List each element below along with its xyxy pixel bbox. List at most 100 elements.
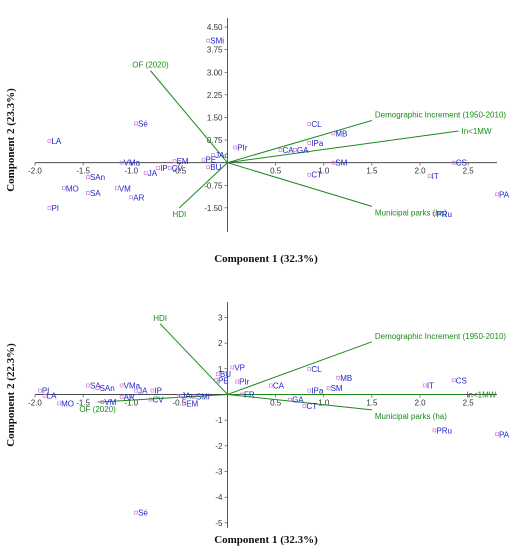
loading-vector-label: In<1MW	[462, 127, 492, 136]
data-point-label: GA	[297, 146, 309, 155]
data-point-label: PI	[42, 387, 50, 396]
data-point-marker	[240, 392, 244, 397]
loading-vector	[227, 341, 373, 395]
biplot-panel-1: -2.0 -1.5 -1.0 -0.5 0.5 1.0 1.5 2.0 2.5 4.50 3.75 3…	[5, 18, 510, 265]
data-point-marker	[216, 372, 220, 376]
y-tick-label: 2.25	[207, 91, 223, 100]
y-tick-label: -1	[215, 416, 223, 425]
y-tick-label: -0.75	[204, 181, 223, 190]
data-point-label: PE	[205, 156, 216, 165]
loading-vector-label: OF (2020)	[79, 405, 116, 414]
x-tick-label: 0.5	[270, 167, 282, 176]
data-point-label: PIr	[237, 144, 248, 153]
data-point-marker	[167, 166, 172, 170]
data-point-marker	[302, 404, 307, 408]
data-point-marker	[233, 145, 237, 150]
data-point-marker	[288, 397, 292, 402]
data-point-marker	[119, 383, 124, 388]
loading-vector-label: HDI	[153, 314, 167, 323]
data-point-label: CT	[307, 402, 318, 411]
data-point-label: JA	[148, 169, 158, 178]
biplot-panel-2: -2.0 -1.5 -1.0 -0.5 0.5 1.0 1.5 2.0 2.5 3 2 1 -1 -2 -3…	[5, 302, 510, 546]
data-point-label: EM	[177, 157, 189, 166]
data-point-label: BU	[210, 163, 221, 172]
data-point-label: PA	[499, 190, 510, 199]
y-tick-label: 3.00	[207, 68, 223, 77]
data-point-marker	[336, 375, 340, 380]
data-point-marker	[47, 206, 52, 210]
data-point-marker	[150, 388, 155, 393]
loading-vector-label: HDI	[172, 210, 186, 219]
x-tick-label: 1.5	[366, 398, 378, 407]
data-point-marker	[427, 174, 432, 179]
data-point-marker	[172, 159, 177, 163]
x-tick-label: 2.0	[414, 398, 426, 407]
loading-vector	[150, 70, 228, 163]
x-tick-label: -1.0	[124, 398, 138, 407]
data-point-label: SAn	[90, 173, 105, 182]
data-point-label: CA	[273, 381, 285, 390]
data-point-marker	[423, 383, 427, 388]
data-point-marker	[134, 121, 138, 126]
data-point-label: LA	[47, 392, 57, 401]
data-point-label: CA	[282, 146, 294, 155]
data-point-label: Sé	[138, 119, 148, 128]
y-tick-label: -2	[215, 442, 223, 451]
data-point-label: PIr	[239, 378, 250, 387]
data-point-label: SMi	[196, 393, 210, 402]
data-point-marker	[432, 428, 437, 433]
y-tick-label: -5	[215, 519, 223, 528]
data-point-marker	[47, 139, 52, 143]
data-point-label: IP	[160, 164, 168, 173]
data-point-marker	[119, 160, 124, 165]
data-point-label: JAc	[181, 392, 194, 401]
data-point-marker	[211, 153, 215, 157]
data-point-marker	[177, 393, 182, 398]
data-point-marker	[42, 393, 47, 398]
y-tick-label: 4.50	[207, 23, 223, 32]
data-point-marker	[148, 397, 153, 402]
data-point-marker	[134, 510, 138, 515]
y-axis-title: Component 2 (22.3%)	[5, 343, 17, 447]
loading-vector	[97, 393, 228, 403]
x-tick-label: -0.5	[172, 167, 186, 176]
data-point-label: SAn	[100, 384, 115, 393]
data-point-marker	[129, 195, 134, 200]
data-point-marker	[95, 386, 100, 390]
data-point-label: CV	[172, 164, 184, 173]
loading-vector-label: Demographic Increment (1950-2010)	[375, 110, 507, 119]
data-point-label: CL	[311, 365, 322, 374]
data-point-marker	[432, 212, 437, 216]
data-point-label: JA	[138, 387, 148, 396]
y-tick-label: -3	[215, 468, 223, 477]
loading-vector	[227, 130, 459, 164]
y-tick-label: 1	[218, 365, 223, 374]
x-tick-label: -1.5	[76, 398, 90, 407]
data-point-marker	[307, 141, 312, 145]
data-point-marker	[38, 388, 42, 393]
data-point-label: CV	[153, 396, 165, 405]
data-point-marker	[307, 172, 312, 177]
data-point-label: SM	[335, 159, 347, 168]
data-point-marker	[214, 378, 218, 383]
data-point-label: SM	[331, 384, 343, 393]
data-point-marker	[307, 366, 312, 371]
loading-vector-label: OF (2020)	[132, 61, 169, 70]
data-point-label: AR	[124, 393, 135, 402]
data-point-label: PA	[499, 430, 510, 439]
data-point-label: MO	[66, 184, 79, 193]
x-tick-label: -1.0	[124, 167, 138, 176]
data-point-marker	[192, 394, 196, 399]
data-point-label: PI	[51, 204, 59, 213]
data-point-marker	[495, 192, 499, 197]
x-axis-title: Component 1 (32.3%)	[214, 253, 318, 265]
x-tick-label: 1.0	[318, 398, 330, 407]
data-point-marker	[326, 386, 331, 390]
data-point-label: FR	[244, 390, 255, 399]
loading-vector-label: In<1MW	[466, 390, 496, 399]
data-point-label: Sé	[138, 509, 148, 518]
data-point-label: IPa	[311, 139, 324, 148]
data-point-label: IPa	[311, 387, 324, 396]
data-point-label: CT	[311, 171, 322, 180]
loading-vector	[159, 323, 228, 395]
